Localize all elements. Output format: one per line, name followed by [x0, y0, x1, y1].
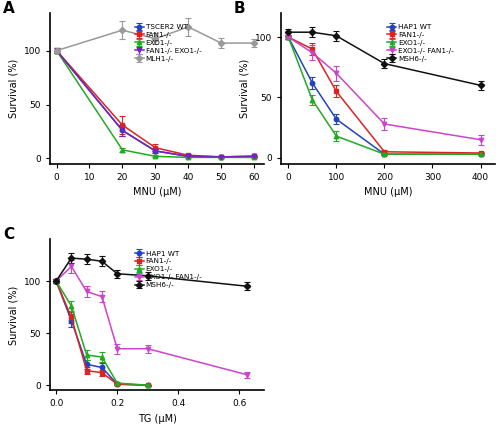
Legend: TSCER2 WT, FAN1-/-, EXO1-/-, FAN1-/- EXO1-/-, MLH1-/-: TSCER2 WT, FAN1-/-, EXO1-/-, FAN1-/- EXO… — [135, 24, 202, 61]
Text: B: B — [234, 1, 245, 16]
X-axis label: MNU (μM): MNU (μM) — [132, 187, 181, 197]
X-axis label: MNU (μM): MNU (μM) — [364, 187, 412, 197]
X-axis label: TG (μM): TG (μM) — [138, 414, 176, 424]
Text: C: C — [3, 227, 14, 242]
Y-axis label: Survival (%): Survival (%) — [8, 59, 18, 118]
Y-axis label: Survival (%): Survival (%) — [8, 285, 18, 344]
Legend: HAP1 WT, FAN1-/-, EXO1-/-, EXO1-/- FAN1-/-, MSH6-/-: HAP1 WT, FAN1-/-, EXO1-/-, EXO1-/- FAN1-… — [388, 24, 454, 61]
Legend: HAP1 WT, FAN1-/-, EXO1-/-, EXO1-/- FAN1-/-, MSH6-/-: HAP1 WT, FAN1-/-, EXO1-/-, EXO1-/- FAN1-… — [135, 251, 202, 288]
Y-axis label: Survival (%): Survival (%) — [239, 59, 249, 118]
Text: A: A — [3, 1, 14, 16]
